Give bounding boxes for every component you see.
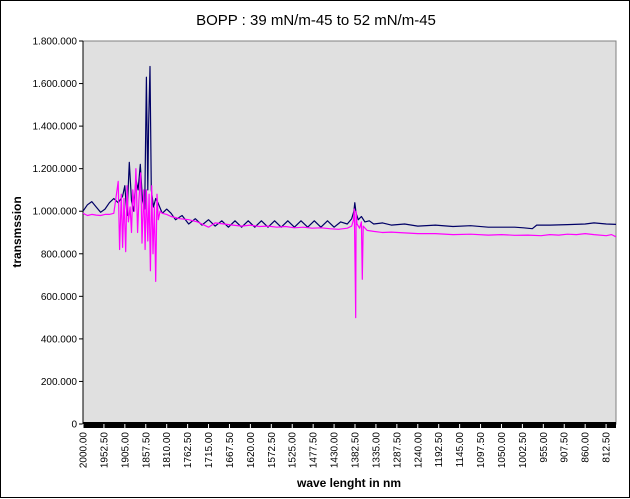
x-tick-label: 1430.00: [330, 432, 341, 469]
y-tick-label: 600.000: [41, 292, 78, 303]
y-tick-label: 800.000: [41, 249, 78, 260]
x-tick-label: 1572.50: [267, 432, 278, 469]
y-axis-label: transmssion: [10, 196, 24, 267]
x-axis: 2000.00 1952.50 1905.00 1857.50 1810.00 1762.…: [79, 422, 616, 469]
y-tick-label: 1.200.000: [33, 164, 78, 175]
x-tick-label: 1335.00: [371, 432, 382, 469]
y-tick-label: 200.000: [41, 377, 78, 388]
x-tick-label: 1192.50: [434, 432, 445, 468]
x-tick-label: 1240.00: [413, 432, 424, 469]
series-line-2: [82, 168, 617, 319]
x-tick-label: 1810.00: [162, 432, 173, 469]
x-tick-label: 1382.50: [351, 432, 362, 469]
x-tick-label: 1477.50: [309, 432, 320, 469]
chart-title: BOPP : 39 mN/m-45 to 52 mN/m-45: [196, 12, 436, 29]
y-axis: 0 200.000 400.000 600.000 800.000 1.000.000 1.…: [33, 37, 84, 431]
x-tick-label: 1905.00: [120, 432, 131, 469]
y-tick-label: 1.600.000: [33, 79, 78, 90]
x-tick-label: 1715.00: [204, 432, 215, 469]
x-tick-label: 1097.50: [476, 432, 487, 469]
x-tick-label: 1287.50: [392, 432, 403, 469]
y-tick-label: 1.400.000: [33, 122, 78, 133]
x-axis-label: wave lenght in nm: [296, 476, 401, 490]
x-tick-label: 1952.50: [99, 432, 110, 469]
y-tick-label: 0: [71, 420, 77, 431]
x-tick-label: 1620.00: [246, 432, 257, 469]
x-tick-label: 1667.50: [225, 432, 236, 469]
x-tick-label: 1525.00: [288, 432, 299, 469]
x-tick-label: 1857.50: [141, 432, 152, 469]
plot-area: [82, 40, 617, 425]
x-tick-label: 1050.00: [497, 432, 508, 469]
y-tick-label: 1.800.000: [33, 37, 78, 48]
x-tick-label: 860.00: [581, 432, 592, 463]
x-tick-label: 1002.50: [518, 432, 529, 469]
x-tick-label: 1145.00: [455, 432, 466, 468]
series-group: [82, 65, 617, 319]
x-axis-band: [83, 422, 616, 428]
y-tick-label: 400.000: [41, 334, 78, 345]
x-tick-label: 1762.50: [183, 432, 194, 469]
x-tick-label: 907.50: [560, 432, 571, 463]
x-tick-label: 955.00: [539, 432, 550, 463]
x-tick-label: 812.50: [602, 432, 613, 463]
y-tick-label: 1.000.000: [33, 207, 78, 218]
x-tick-label: 2000.00: [79, 432, 90, 469]
